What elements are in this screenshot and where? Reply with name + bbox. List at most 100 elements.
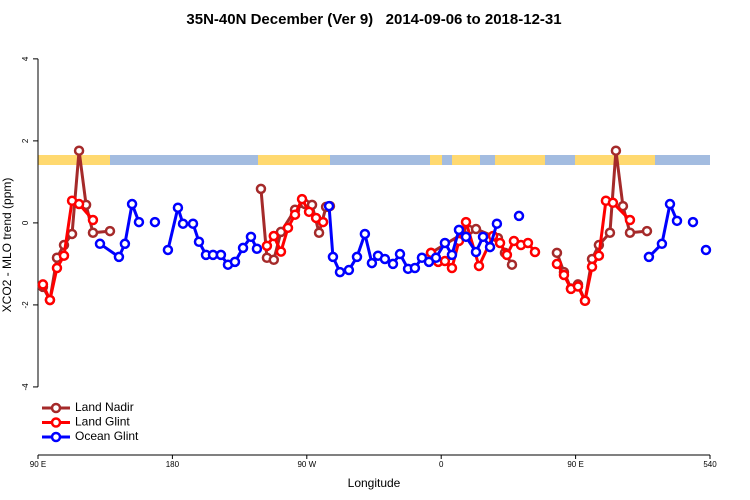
- legend-label: Land Nadir: [75, 400, 134, 414]
- data-point: [275, 246, 287, 257]
- y-tick-label: 2: [21, 138, 30, 143]
- land-band: [430, 155, 442, 165]
- data-point: [162, 244, 174, 256]
- data-point: [296, 193, 308, 205]
- data-point: [104, 225, 116, 237]
- x-tick-label: 90 E: [567, 460, 583, 469]
- y-tick-label: 0: [21, 220, 30, 225]
- data-point: [572, 281, 584, 292]
- land-band: [452, 155, 480, 165]
- data-point: [229, 256, 241, 268]
- data-point: [282, 222, 294, 234]
- data-point: [73, 145, 85, 156]
- data-point: [94, 238, 106, 250]
- legend-label: Land Glint: [75, 415, 130, 429]
- data-point: [119, 238, 131, 250]
- data-point: [506, 259, 518, 270]
- data-point: [641, 225, 653, 237]
- data-point: [87, 227, 99, 238]
- data-point: [624, 227, 636, 238]
- data-point: [494, 237, 506, 249]
- data-point: [387, 258, 399, 270]
- ocean-band: [38, 155, 710, 165]
- data-point: [470, 246, 482, 258]
- data-point: [593, 250, 605, 261]
- data-point: [193, 236, 205, 248]
- data-point: [126, 198, 138, 210]
- data-point: [671, 215, 683, 227]
- data-point: [58, 250, 70, 261]
- data-point: [261, 240, 273, 252]
- data-point: [473, 260, 485, 272]
- y-tick-label: 4: [21, 56, 30, 61]
- land-band: [258, 155, 330, 165]
- data-point: [359, 228, 371, 240]
- data-point: [551, 258, 563, 270]
- data-point: [586, 261, 598, 273]
- x-tick-label: 180: [166, 460, 180, 469]
- data-point: [113, 251, 125, 263]
- legend-marker: [50, 402, 62, 414]
- legend-marker: [50, 431, 62, 443]
- data-point: [439, 237, 451, 249]
- data-point: [87, 214, 99, 226]
- data-point: [551, 247, 563, 259]
- data-point: [409, 262, 421, 274]
- data-point: [268, 254, 280, 266]
- data-point: [334, 266, 346, 278]
- data-point: [313, 227, 325, 238]
- data-point: [579, 295, 591, 307]
- data-point: [327, 251, 339, 263]
- data-point: [453, 224, 465, 236]
- data-point: [439, 255, 451, 267]
- data-point: [446, 249, 458, 261]
- data-point: [149, 216, 161, 228]
- legend-label: Ocean Glint: [75, 429, 139, 443]
- data-point: [484, 241, 496, 253]
- data-point: [460, 216, 472, 228]
- data-point: [604, 227, 616, 238]
- surface-band: [38, 155, 710, 165]
- data-point: [470, 223, 482, 235]
- data-point: [501, 249, 513, 261]
- data-point: [187, 218, 199, 229]
- data-point: [66, 228, 78, 240]
- data-point: [656, 238, 668, 250]
- data-point: [491, 218, 503, 229]
- data-point: [529, 246, 541, 258]
- data-point: [379, 253, 391, 265]
- data-point: [268, 230, 280, 242]
- data-point: [394, 248, 406, 260]
- data-point: [37, 279, 49, 290]
- data-point: [607, 197, 619, 209]
- data-point: [351, 251, 363, 263]
- data-point: [323, 200, 335, 212]
- data-point: [624, 214, 636, 226]
- data-point: [700, 244, 712, 256]
- y-tick-label: -4: [21, 383, 30, 391]
- data-point: [643, 251, 655, 263]
- data-point: [687, 216, 699, 228]
- data-point: [251, 243, 263, 254]
- data-point: [477, 231, 489, 243]
- data-point: [237, 242, 249, 254]
- data-point: [430, 252, 442, 264]
- data-point: [513, 210, 525, 222]
- data-point: [177, 218, 189, 229]
- data-point: [460, 231, 472, 243]
- x-axis-label: Longitude: [348, 476, 401, 490]
- data-point: [446, 262, 458, 274]
- data-point: [245, 231, 257, 243]
- land-band: [495, 155, 545, 165]
- data-point: [172, 202, 184, 213]
- data-point: [366, 257, 378, 269]
- data-point: [522, 237, 534, 249]
- data-point: [133, 216, 145, 228]
- x-tick-label: 0: [439, 460, 444, 469]
- data-point: [664, 198, 676, 210]
- x-tick-label: 90 E: [30, 460, 46, 469]
- data-point: [215, 249, 227, 261]
- legend-marker: [50, 417, 62, 428]
